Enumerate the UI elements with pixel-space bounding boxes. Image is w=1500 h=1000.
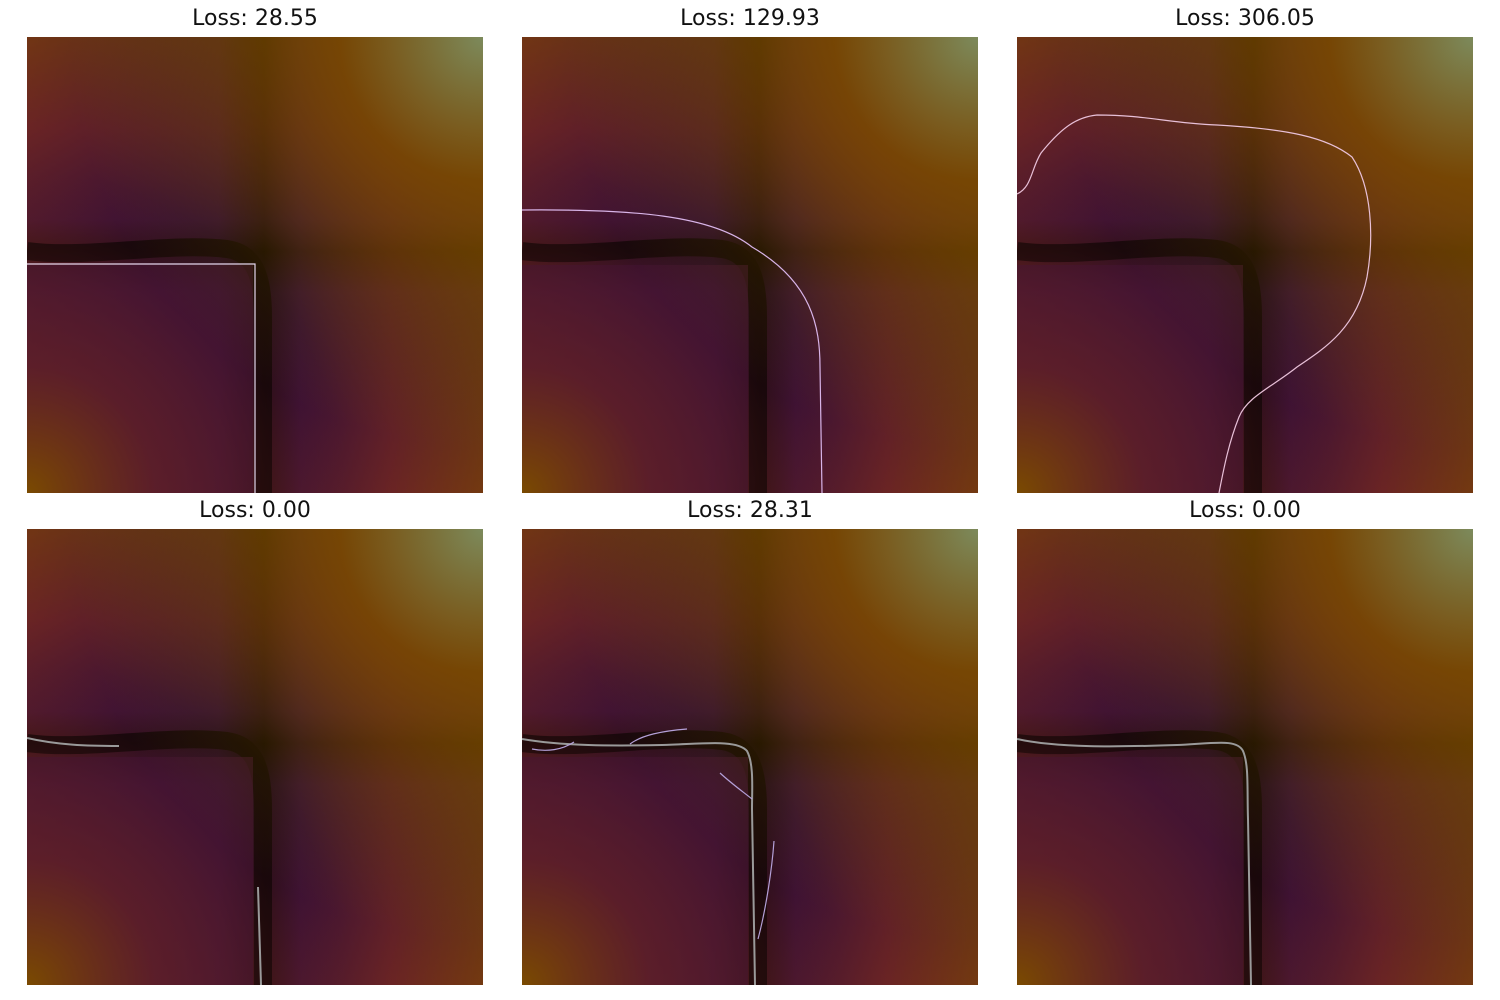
panel-3: Loss: 306.05	[1017, 6, 1473, 493]
panel-title: Loss: 0.00	[1189, 498, 1301, 523]
contour-line	[27, 263, 256, 493]
panel-title: Loss: 129.93	[680, 6, 820, 31]
contour-fragment	[719, 772, 753, 800]
contour-line	[1017, 114, 1372, 493]
distance-field-image	[522, 37, 978, 493]
panel-title: Loss: 28.31	[687, 498, 813, 523]
panel-5: Loss: 28.31	[522, 498, 978, 985]
panel-2: Loss: 129.93	[522, 6, 978, 493]
contour-line	[522, 209, 823, 493]
panel-1: Loss: 28.55	[27, 6, 483, 493]
contour-line	[1017, 738, 1252, 985]
panel-title: Loss: 306.05	[1175, 6, 1315, 31]
panel-6: Loss: 0.00	[1017, 498, 1473, 985]
contour-line	[522, 738, 756, 985]
panel-4: Loss: 0.00	[27, 498, 483, 985]
distance-field-image	[1017, 529, 1473, 985]
contour-line	[27, 737, 120, 747]
contour-line	[257, 886, 262, 985]
contour-fragment	[531, 741, 575, 751]
panel-title: Loss: 28.55	[192, 6, 318, 31]
contour-fragment	[757, 840, 775, 940]
distance-field-image	[27, 37, 483, 493]
contour-fragment	[629, 728, 688, 745]
distance-field-image	[522, 529, 978, 985]
panel-title: Loss: 0.00	[199, 498, 311, 523]
distance-field-image	[27, 529, 483, 985]
distance-field-image	[1017, 37, 1473, 493]
